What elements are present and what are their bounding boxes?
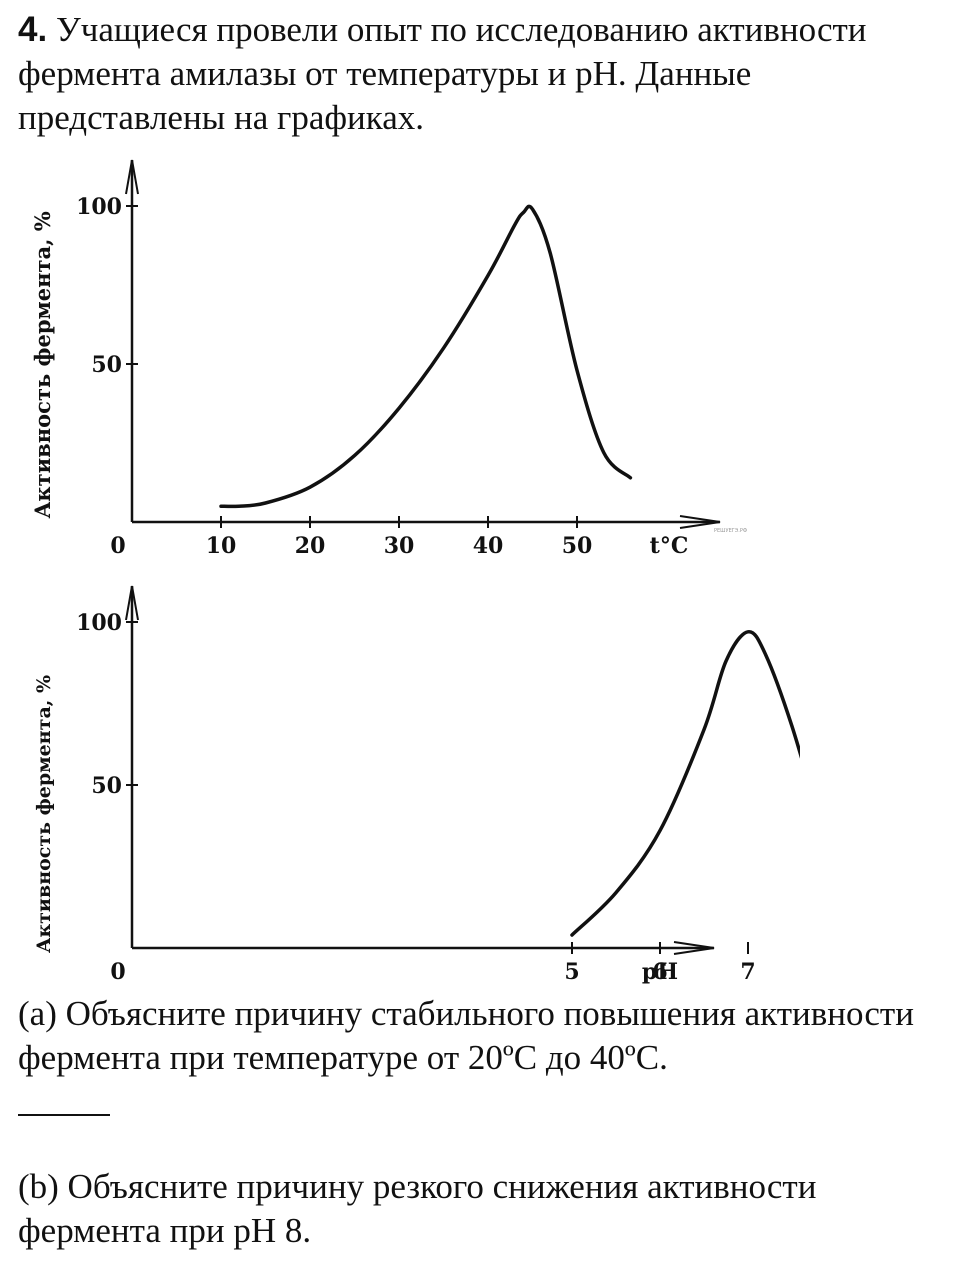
sub-question-b: (b) Объясните причину резкого снижения а… [18,1167,817,1250]
x-tick-label: 6 [652,959,667,985]
origin-label: 0 [110,533,125,559]
y-tick-label: 100 [76,610,122,636]
y-axis-arrow [125,585,139,621]
x-tick-label: 7 [740,959,755,985]
x-axis-label: pH [642,959,678,985]
ph-activity-chart: Активность фермента, %056789pH50100 [33,585,800,985]
y-axis-label: Активность фермента, % [33,675,55,953]
y-tick-label: 50 [91,352,122,378]
x-tick-label: 50 [562,533,593,559]
answer-blank-line [18,1114,110,1116]
origin-label: 0 [110,959,125,985]
question-text: 4. Учащиеся провели опыт по исследованию… [18,8,948,140]
y-axis-label: Активность фермента, % [30,211,55,518]
sub-question-a: (a) Объясните причину стабильного повыше… [18,994,914,1077]
temperature-activity-chart: Активность фермента, % 0 10 20 30 40 50 t°C 50 10… [30,159,748,559]
x-tick-label: 30 [384,533,415,559]
watermark-text: РЕШУЕГЭ.РФ [714,528,748,534]
activity-curve [219,204,633,509]
x-tick-label: 10 [206,533,237,559]
x-axis-label: t°C [650,533,689,559]
y-tick-label: 100 [76,194,122,220]
y-tick-label: 50 [91,773,122,799]
x-tick-label: 5 [564,959,579,985]
question-number: 4. [18,10,48,49]
x-axis-arrow [673,941,715,955]
question-body: Учащиеся провели опыт по исследованию ак… [18,10,867,137]
x-axis-arrow [679,515,721,529]
x-tick-label: 20 [295,533,326,559]
x-tick-label: 40 [473,533,504,559]
y-axis-arrow [125,159,139,195]
activity-curve [570,630,800,937]
